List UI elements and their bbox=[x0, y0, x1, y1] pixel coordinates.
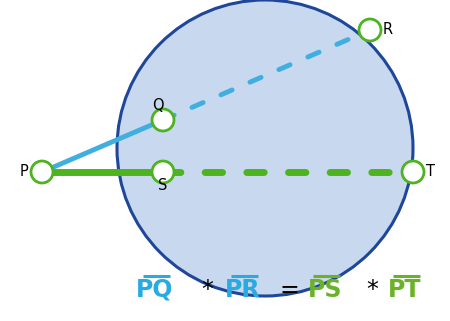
Text: *: * bbox=[201, 278, 213, 302]
Circle shape bbox=[152, 161, 174, 183]
Text: PT: PT bbox=[388, 278, 422, 302]
Text: S: S bbox=[158, 178, 168, 194]
Circle shape bbox=[31, 161, 53, 183]
Text: T: T bbox=[427, 164, 436, 179]
Text: Q: Q bbox=[152, 99, 164, 114]
Text: *: * bbox=[366, 278, 378, 302]
Text: =: = bbox=[279, 278, 299, 302]
Circle shape bbox=[152, 109, 174, 131]
Text: PQ: PQ bbox=[136, 278, 174, 302]
Circle shape bbox=[402, 161, 424, 183]
Ellipse shape bbox=[117, 0, 413, 296]
Text: PS: PS bbox=[308, 278, 342, 302]
Text: P: P bbox=[20, 164, 28, 179]
Text: R: R bbox=[383, 22, 393, 38]
Circle shape bbox=[359, 19, 381, 41]
Text: PR: PR bbox=[225, 278, 261, 302]
